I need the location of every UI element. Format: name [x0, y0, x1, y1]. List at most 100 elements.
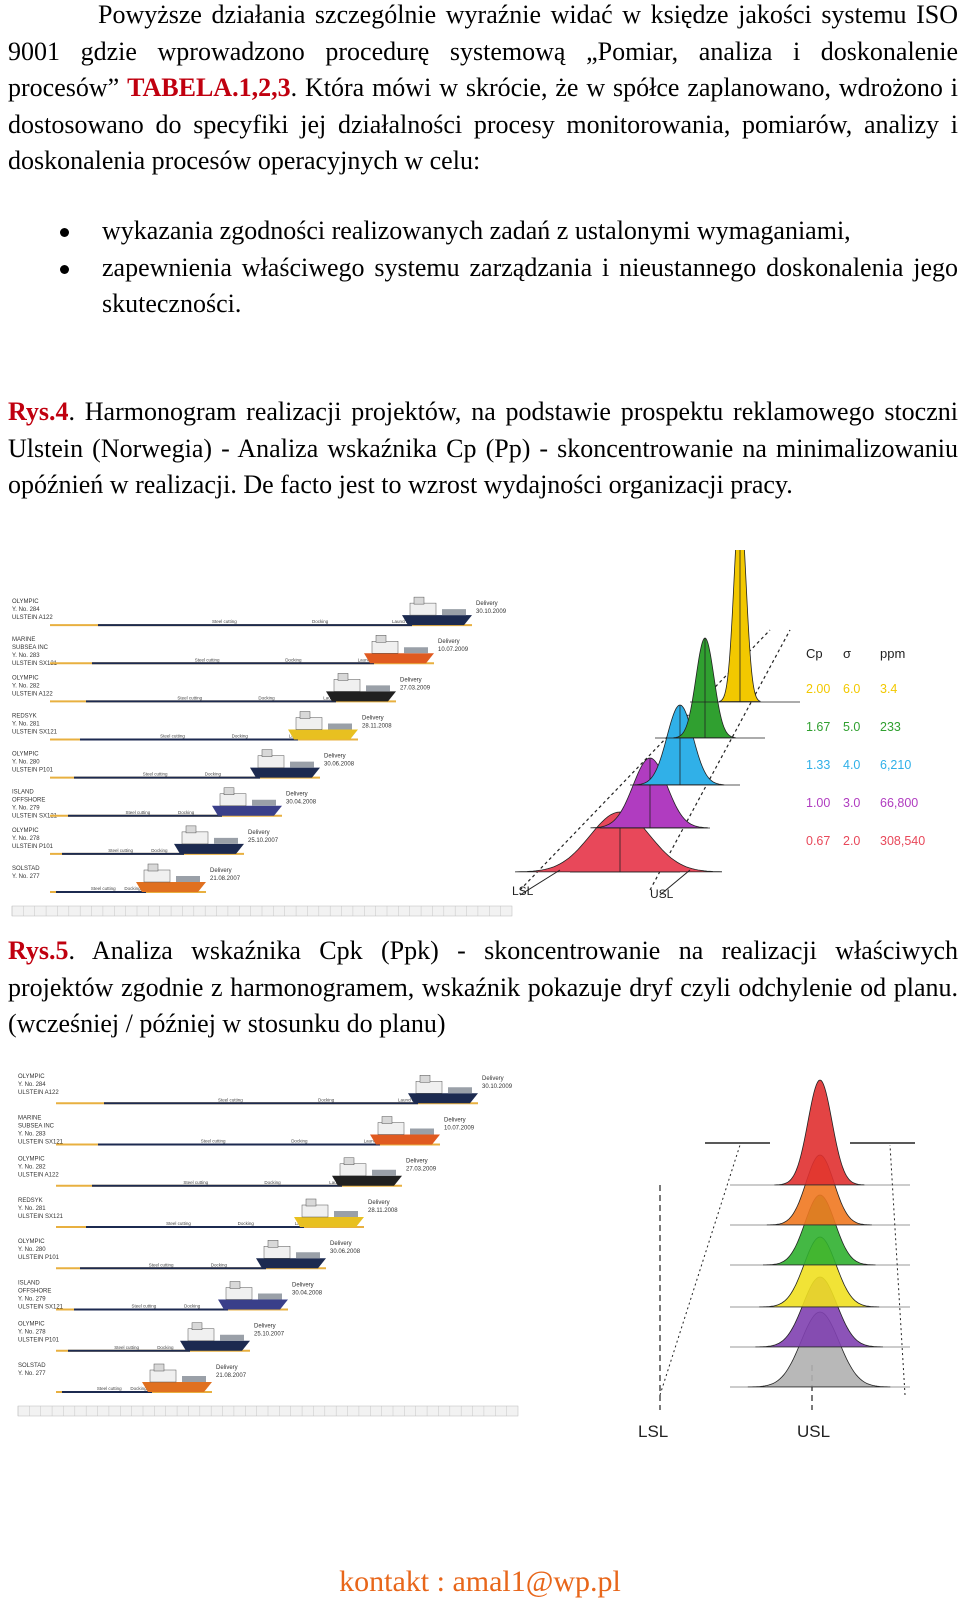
project-label: ULSTEIN A122: [12, 691, 53, 697]
delivery-date: 30.10.2009: [482, 1084, 513, 1090]
milestone-label: Docking: [151, 848, 168, 853]
ship-bridge: [305, 1198, 317, 1207]
milestone-label: Steel cutting: [143, 772, 168, 777]
ship-hull: [180, 1340, 250, 1351]
ship-hull: [218, 1299, 288, 1310]
ship-hull: [142, 1382, 212, 1392]
table-cell: 1.67: [806, 720, 830, 734]
project-label: Y. No. 281: [18, 1206, 46, 1212]
ship-deck: [372, 1169, 396, 1176]
ship-hull: [288, 729, 358, 740]
delivery-label: Delivery: [400, 677, 422, 683]
delivery-label: Delivery: [482, 1076, 504, 1082]
table-cell: 6,210: [880, 758, 911, 772]
table-cell: 66,800: [880, 796, 918, 810]
milestone-label: Docking: [184, 1304, 201, 1309]
project-label: OLYMPIC: [18, 1322, 45, 1328]
fig4-caption-text: . Harmonogram realizacji projektów, na p…: [8, 397, 958, 499]
delivery-date: 10.07.2009: [438, 647, 469, 653]
milestone-label: Steel cutting: [91, 886, 116, 891]
ship-hull: [408, 1093, 478, 1104]
ship-superstructure: [143, 869, 171, 883]
delivery-label: Delivery: [216, 1365, 238, 1371]
table-cell: 1.00: [806, 796, 830, 810]
delivery-date: 30.10.2009: [476, 609, 507, 615]
gantt-chart: OLYMPIC Y. No. 284 ULSTEIN A122 Steel cutti…: [17, 1074, 519, 1417]
milestone-label: Steel cutting: [183, 1180, 208, 1185]
project-label: OLYMPIC: [18, 1074, 45, 1080]
delivery-date: 10.07.2009: [444, 1125, 475, 1131]
milestone-label: Steel cutting: [149, 1262, 174, 1267]
milestone-label: Docking: [178, 810, 195, 815]
bullet-list: wykazania zgodności realizowanych zadań …: [8, 213, 958, 323]
ship-hull: [402, 615, 472, 626]
project-label: ULSTEIN SX121: [18, 1304, 64, 1310]
milestone-label: Steel cutting: [160, 734, 185, 739]
delivery-date: 28.11.2008: [368, 1208, 398, 1214]
milestone-label: Steel cutting: [166, 1221, 191, 1226]
project-label: Y. No. 282: [12, 683, 40, 689]
project-label: ULSTEIN SX121: [12, 729, 58, 735]
milestone-label: Launching: [392, 619, 413, 624]
table-cell: 0.67: [806, 834, 830, 848]
fig4-label: Rys.4: [8, 397, 69, 426]
milestone-label: Docking: [130, 1386, 147, 1391]
ship-deck: [214, 837, 238, 844]
ship-superstructure: [409, 602, 437, 616]
cpk-distribution-chart: LSL USL: [638, 1079, 915, 1441]
project-label: ULSTEIN SX121: [12, 661, 58, 667]
project-label: ISLAND: [12, 790, 34, 796]
gantt-chart: OLYMPIC Y. No. 284 ULSTEIN A122 Steel cutti…: [11, 596, 513, 917]
ship-deck: [410, 1128, 434, 1135]
project-label: SOLSTAD: [18, 1363, 46, 1369]
project-label: Y. No. 278: [18, 1330, 46, 1336]
project-label: SUBSEA INC: [18, 1123, 55, 1129]
ship-bridge: [343, 1157, 355, 1165]
ship-hull: [370, 1134, 440, 1145]
project-label: Y. No. 283: [12, 653, 40, 659]
project-label: ULSTEIN A122: [18, 1090, 59, 1096]
ship-deck: [366, 685, 390, 692]
table-reference: TABELA.1,2,3: [127, 73, 291, 102]
ship-bridge: [185, 825, 197, 834]
project-label: Y. No. 283: [18, 1131, 46, 1137]
milestone-label: Steel cutting: [126, 810, 151, 815]
table-cell: 2.00: [806, 682, 830, 696]
table-header: Cp: [806, 646, 823, 661]
ship-superstructure: [377, 1122, 405, 1135]
delivery-date: 21.08.2007: [216, 1373, 247, 1379]
milestone-label: Steel cutting: [108, 848, 133, 853]
milestone-label: Steel cutting: [212, 619, 237, 624]
ship-superstructure: [187, 1328, 215, 1341]
ship-hull: [256, 1258, 326, 1269]
list-item: zapewnienia właściwego systemu zarządzan…: [8, 250, 958, 323]
milestone-label: Docking: [205, 772, 222, 777]
guide-line: [649, 629, 791, 891]
intro-paragraph: Powyższe działania szczególnie wyraźnie …: [8, 0, 958, 180]
table-cell: 4.0: [843, 758, 860, 772]
ship-bridge: [299, 711, 311, 719]
table-cell: 2.0: [843, 834, 860, 848]
delivery-label: Delivery: [444, 1117, 466, 1123]
ship-bridge: [267, 1240, 279, 1248]
ship-deck: [258, 1293, 282, 1300]
project-label: OLYMPIC: [12, 752, 39, 758]
project-label: Y. No. 278: [12, 836, 40, 842]
bullet-icon: [60, 228, 69, 237]
table-header: ppm: [880, 646, 905, 661]
distribution-curve: [774, 1079, 865, 1186]
fig5-caption-text: . Analiza wskaźnika Cpk (Ppk) - skoncent…: [8, 936, 958, 1038]
milestone-label: Docking: [285, 657, 302, 662]
ship-deck: [182, 1376, 206, 1382]
ship-bridge: [153, 1363, 165, 1372]
figure-5: OLYMPIC Y. No. 284 ULSTEIN A122 Steel cutti…: [17, 1074, 915, 1441]
ship-superstructure: [301, 1204, 329, 1218]
project-label: OLYMPIC: [12, 599, 39, 605]
project-label: ULSTEIN P101: [18, 1255, 60, 1261]
ship-deck: [448, 1087, 472, 1094]
delivery-label: Delivery: [362, 715, 384, 721]
milestone-label: Docking: [238, 1221, 255, 1226]
ship-bridge: [191, 1322, 203, 1330]
usl-pointer: [659, 869, 691, 896]
milestone-label: Docking: [157, 1345, 174, 1350]
